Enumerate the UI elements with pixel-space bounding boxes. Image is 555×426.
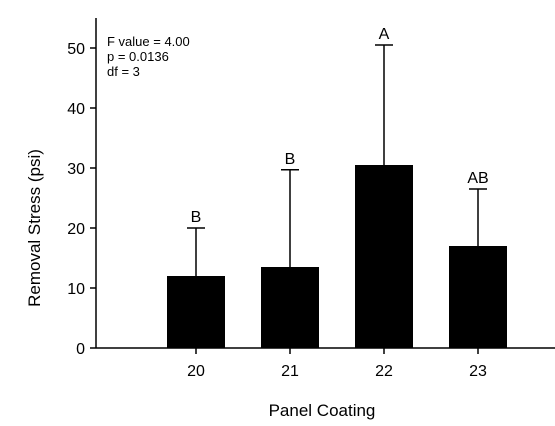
error-bars: [187, 44, 487, 276]
y-tick-label: 10: [67, 281, 85, 298]
y-tick-label: 0: [76, 341, 85, 358]
bar: [355, 165, 413, 348]
y-ticks: 0 10 20 30 40 50: [67, 41, 96, 358]
bar: [261, 267, 319, 348]
group-letter-label: B: [285, 151, 296, 168]
bars: [167, 165, 507, 348]
y-tick-label: 30: [67, 161, 85, 178]
x-tick-label: 23: [469, 363, 487, 380]
y-tick-label: 40: [67, 101, 85, 118]
x-ticks: 20 21 22 23: [187, 348, 487, 380]
y-axis-label: Removal Stress (psi): [25, 149, 44, 307]
bar: [167, 276, 225, 348]
df-text: df = 3: [107, 64, 140, 79]
x-axis-label: Panel Coating: [269, 401, 376, 420]
p-value-text: p = 0.0136: [107, 49, 169, 64]
x-tick-label: 20: [187, 363, 205, 380]
group-letters: B B A AB: [191, 26, 489, 226]
group-letter-label: A: [379, 26, 390, 43]
x-tick-label: 22: [375, 363, 393, 380]
f-value-text: F value = 4.00: [107, 34, 190, 49]
group-letter-label: AB: [467, 170, 488, 187]
stats-annotation: F value = 4.00 p = 0.0136 df = 3: [107, 34, 190, 79]
group-letter-label: B: [191, 209, 202, 226]
y-tick-label: 20: [67, 221, 85, 238]
bar: [449, 246, 507, 348]
x-tick-label: 21: [281, 363, 299, 380]
y-tick-label: 50: [67, 41, 85, 58]
